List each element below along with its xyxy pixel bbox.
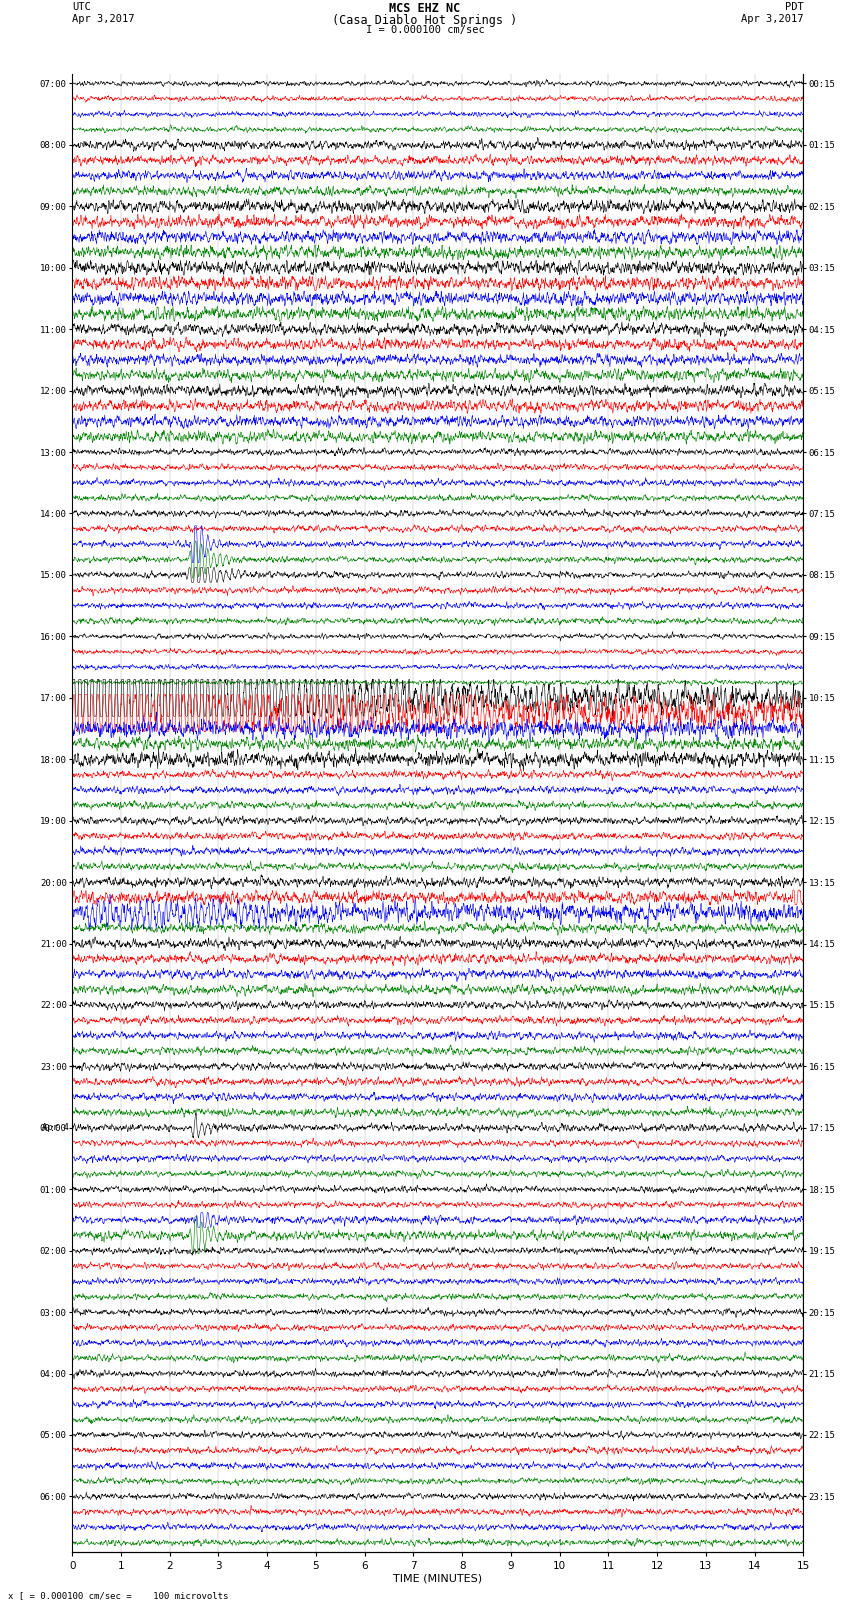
Text: (Casa Diablo Hot Springs ): (Casa Diablo Hot Springs ) — [332, 13, 518, 27]
Text: MCS EHZ NC: MCS EHZ NC — [389, 3, 461, 16]
Text: UTC: UTC — [72, 3, 91, 13]
Text: I = 0.000100 cm/sec: I = 0.000100 cm/sec — [366, 24, 484, 35]
Text: Apr 4: Apr 4 — [42, 1123, 69, 1132]
Text: Apr 3,2017: Apr 3,2017 — [72, 13, 135, 24]
Text: PDT: PDT — [785, 3, 803, 13]
X-axis label: TIME (MINUTES): TIME (MINUTES) — [394, 1574, 482, 1584]
Text: Apr 3,2017: Apr 3,2017 — [740, 13, 803, 24]
Text: x [ = 0.000100 cm/sec =    100 microvolts: x [ = 0.000100 cm/sec = 100 microvolts — [8, 1590, 229, 1600]
